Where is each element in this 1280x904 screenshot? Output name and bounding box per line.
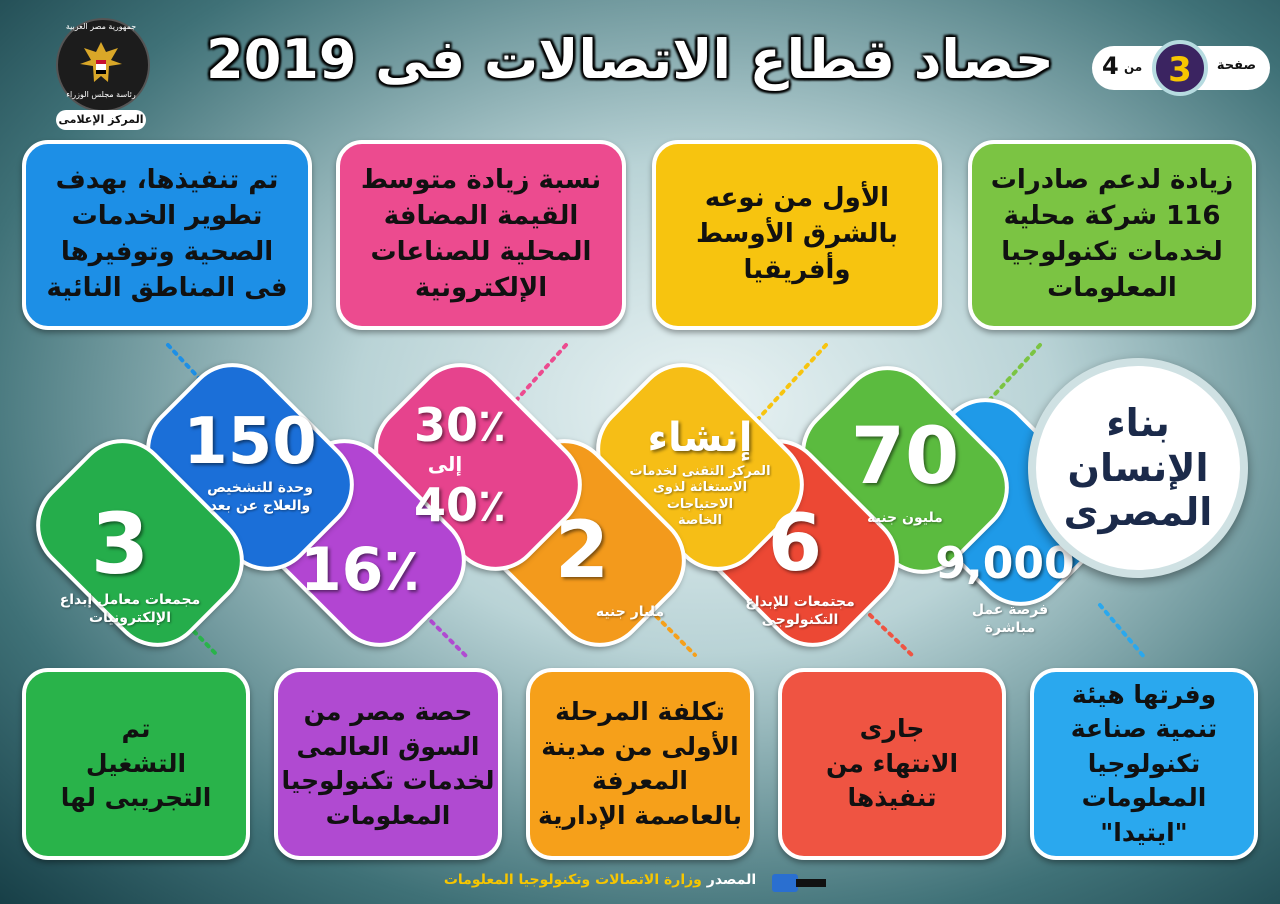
current-page: 3 — [1152, 40, 1208, 96]
footer-source-label: المصدر — [706, 872, 757, 888]
inshaa-value: إنشاء — [647, 415, 753, 461]
share-value: 16٪ — [299, 535, 421, 605]
million-label: مليون جنيه — [867, 510, 943, 526]
labs-value: 3 — [90, 495, 150, 593]
telemed-label: وحدة للتشخيص والعلاج عن بعد — [207, 480, 313, 514]
logo-bottom-text: رئاسة مجلس الوزراء — [66, 90, 136, 99]
labs-label: مجمعات معامل إبداع الإلكترونيات — [59, 592, 201, 626]
telemed-value: 150 — [183, 405, 317, 479]
top-card-exports: زيادة لدعم صادرات 116 شركة محلية لخدمات … — [968, 140, 1256, 330]
bottom-card-in-progress: جارى الانتهاء من تنفيذها — [778, 668, 1006, 860]
top-card-health-services: تم تنفيذها، بهدف تطوير الخدمات الصحية وت… — [22, 140, 312, 330]
page-title: حصاد قطاع الاتصالات فى 2019 — [206, 28, 1054, 91]
creativity-value: 6 — [767, 499, 823, 589]
jobs-value: 9,000 — [935, 538, 1075, 589]
footer-source: المصدر وزارة الاتصالات وتكنولوجيا المعلو… — [430, 872, 770, 888]
bottom-card-market-share: حصة مصر من السوق العالمى لخدمات تكنولوجي… — [274, 668, 502, 860]
total-pages: 4 — [1102, 52, 1119, 80]
page-of: من — [1124, 60, 1143, 74]
jobs-label: فرصة عمل مباشرة — [971, 602, 1049, 636]
creativity-label: مجتمعات للإبداع التكنولوجى — [745, 594, 855, 628]
million-value: 70 — [850, 412, 960, 502]
top-card-first-of-kind: الأول من نوعه بالشرق الأوسط وأفريقيا — [652, 140, 942, 330]
inshaa-label: المركز التقنى لخدمات الاستغاثة لذوى الاح… — [629, 464, 771, 528]
percent-from: 30٪ — [413, 398, 507, 452]
percent-mid: إلى — [427, 452, 463, 476]
cable-icon — [772, 874, 826, 892]
bottom-card-itida: وفرتها هيئة تنمية صناعة تكنولوجيا المعلو… — [1030, 668, 1258, 860]
bottom-card-trial-run: تم التشغيل التجريبى لها — [22, 668, 250, 860]
bottom-card-knowledge-city: تكلفة المرحلة الأولى من مدينة المعرفة با… — [526, 668, 754, 860]
center-title-circle: بناء الإنسان المصرى — [1028, 358, 1248, 578]
billion-value: 2 — [554, 506, 610, 596]
logo-band: المركز الإعلامى — [56, 110, 146, 130]
eagle-icon — [80, 42, 122, 82]
logo-top-text: جمهورية مصر العربية — [65, 22, 137, 31]
percent-to: 40٪ — [413, 478, 507, 532]
page-indicator: صفحة 3 من 4 — [1092, 40, 1270, 96]
billion-label: مليار جنيه — [595, 604, 665, 620]
top-card-value-added: نسبة زيادة متوسط القيمة المضافة المحلية … — [336, 140, 626, 330]
footer-source-text: وزارة الاتصالات وتكنولوجيا المعلومات — [443, 872, 702, 888]
logo: جمهورية مصر العربية رئاسة مجلس الوزراء ا… — [52, 18, 150, 130]
page-word: صفحة — [1216, 58, 1256, 73]
